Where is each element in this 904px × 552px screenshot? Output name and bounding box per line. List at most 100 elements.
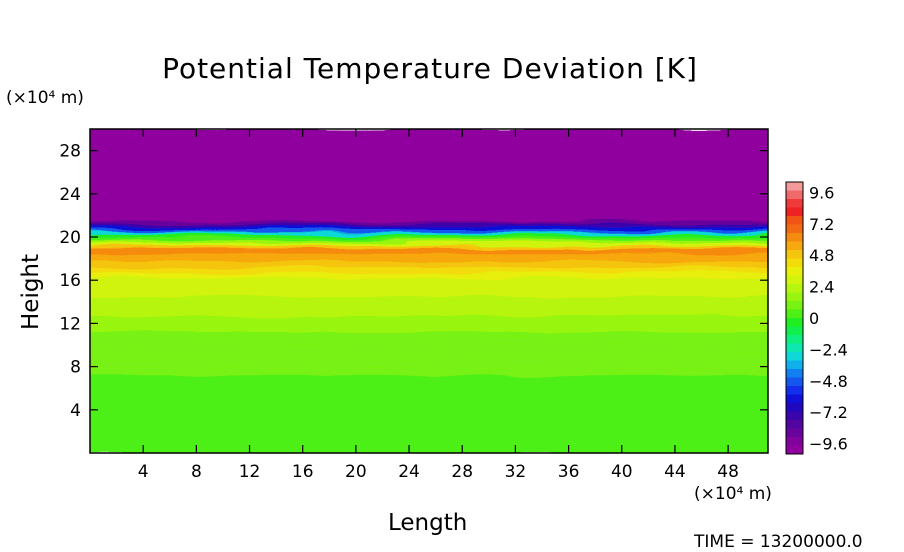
- x-tick-label: 8: [191, 462, 202, 482]
- field-strip: [90, 174, 768, 179]
- colorbar-swatch: [786, 428, 803, 438]
- field-strip: [90, 387, 768, 392]
- y-tick-label: 8: [70, 358, 81, 378]
- field-strip: [90, 363, 768, 368]
- field-strip: [90, 129, 768, 133]
- field-strip: [90, 282, 768, 287]
- colorbar-swatch: [786, 258, 803, 268]
- field-strip: [90, 222, 768, 227]
- plot-border: [89, 128, 769, 454]
- field-strip: [90, 411, 768, 416]
- field-strip: [90, 133, 768, 138]
- colorbar-swatch: [786, 318, 803, 327]
- y-tick-label: 20: [59, 228, 81, 248]
- y-axis-unit: (×10⁴ m): [6, 88, 84, 108]
- field-strip: [90, 382, 768, 387]
- field-strip: [90, 239, 768, 243]
- field-strip: [90, 417, 768, 422]
- field-strip: [90, 349, 768, 354]
- field-strip: [90, 158, 768, 162]
- field-strip: [90, 285, 768, 289]
- field-strip: [90, 325, 768, 330]
- y-axis-ticks: 4 8 12 16 20 24 28: [59, 142, 768, 421]
- field-strip: [90, 355, 768, 360]
- field-strip: [90, 147, 768, 152]
- field-strip: [90, 136, 768, 141]
- field-strip: [90, 217, 768, 222]
- field-strip: [90, 187, 768, 192]
- field-strip: [90, 444, 768, 449]
- colorbar-swatch: [786, 216, 803, 225]
- colorbar-swatch: [786, 377, 803, 387]
- x-tick-label: 44: [664, 462, 686, 482]
- field-strip: [90, 336, 768, 341]
- colorbar-tick-label: 4.8: [809, 246, 834, 265]
- field-strip: [90, 425, 768, 430]
- field-strip: [90, 209, 768, 214]
- x-tick-label: 40: [611, 462, 633, 482]
- field-strip: [90, 225, 768, 230]
- field-strip: [90, 390, 768, 395]
- colorbar-swatch: [786, 309, 803, 319]
- x-axis-unit: (×10⁴ m): [694, 484, 772, 504]
- field-strip: [90, 179, 768, 184]
- colorbar-tick-label: −4.8: [809, 372, 848, 391]
- y-tick-label: 4: [70, 401, 81, 421]
- field-strip: [90, 260, 768, 265]
- field-strip: [90, 271, 768, 276]
- field-strip: [90, 228, 768, 233]
- colorbar-border: [785, 181, 804, 455]
- field-strip: [90, 395, 768, 400]
- field-strip: [90, 428, 768, 432]
- field-strip: [90, 341, 768, 346]
- colorbar-swatch: [786, 343, 803, 353]
- field-strip: [90, 309, 768, 314]
- colorbar-swatch: [786, 445, 803, 455]
- field-strip: [90, 449, 768, 453]
- field-strip: [90, 287, 768, 292]
- colorbar-swatch: [786, 199, 803, 208]
- chart-title: Potential Temperature Deviation [K]: [162, 52, 698, 85]
- field-strip: [90, 317, 768, 322]
- field-strip: [90, 155, 768, 160]
- field-strip: [90, 441, 768, 446]
- x-tick-label: 12: [239, 462, 261, 482]
- field-strip: [90, 160, 768, 165]
- field-strip: [90, 398, 768, 403]
- colorbar-swatch: [786, 335, 803, 344]
- colorbar-swatch: [786, 292, 803, 302]
- field-strip: [90, 406, 768, 411]
- x-tick-label: 20: [345, 462, 367, 482]
- field-strip: [90, 430, 768, 435]
- x-tick-label: 36: [558, 462, 580, 482]
- colorbar-swatch: [786, 250, 803, 259]
- field-strip: [90, 422, 768, 427]
- y-tick-label: 16: [59, 271, 81, 291]
- field-strip: [90, 306, 768, 311]
- field-strip: [90, 333, 768, 338]
- colorbar-tick-label: −9.6: [809, 435, 848, 454]
- field-strip: [90, 298, 768, 303]
- colorbar-tick-label: 2.4: [809, 278, 834, 297]
- colorbar-swatch: [786, 233, 803, 242]
- colorbar-swatch: [786, 275, 803, 285]
- field-strip: [90, 303, 768, 308]
- x-tick-label: 4: [138, 462, 149, 482]
- colorbar-tick-label: −7.2: [809, 403, 848, 422]
- field-strip: [90, 384, 768, 389]
- colorbar-tick-label: 7.2: [809, 215, 834, 234]
- field-strip: [90, 347, 768, 351]
- field-strip: [90, 379, 768, 384]
- field-strip: [90, 263, 768, 268]
- x-tick-label: 32: [505, 462, 527, 482]
- y-tick-label: 28: [59, 142, 81, 162]
- x-axis-label: Length: [388, 510, 468, 536]
- field-strip: [90, 352, 768, 357]
- field-strip: [90, 139, 768, 144]
- field-strip: [90, 255, 768, 260]
- colorbar-tick-label: 9.6: [809, 183, 834, 202]
- field-strip: [90, 252, 768, 257]
- colorbar-swatch: [786, 420, 803, 429]
- y-tick-label: 24: [59, 185, 81, 205]
- field-strip: [90, 409, 768, 414]
